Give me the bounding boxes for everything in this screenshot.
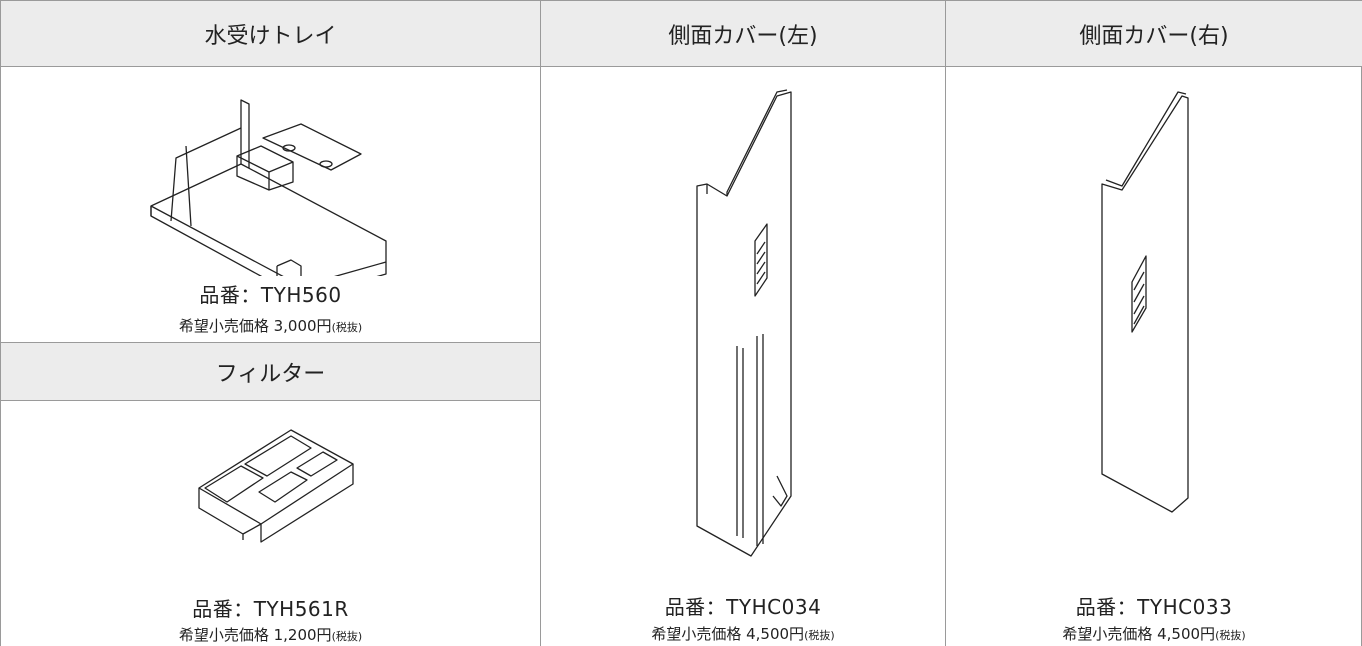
product-cell: 品番：TYHC034 希望小売価格 4,500円(税抜) xyxy=(540,66,945,646)
tax-note: (税抜) xyxy=(331,321,363,334)
part-number: 品番：TYH560 xyxy=(199,283,342,307)
header-text: フィルター xyxy=(215,361,326,387)
price: 希望小売価格 3,000円(税抜) xyxy=(1,315,540,336)
header-text: 側面カバー(右) xyxy=(1079,23,1229,49)
header-text: 水受けトレイ xyxy=(204,23,337,49)
product-cell: 品番：TYHC033 希望小売価格 4,500円(税抜) xyxy=(945,66,1362,646)
price-text: 希望小売価格 3,000円 xyxy=(178,317,332,335)
product-cell: 品番：TYH561R 希望小売価格 1,200円(税抜) xyxy=(0,400,540,646)
tax-note: (税抜) xyxy=(1215,629,1246,642)
price: 希望小売価格 4,500円(税抜) xyxy=(541,623,945,644)
price: 希望小売価格 1,200円(税抜) xyxy=(1,624,540,645)
product-cell: 品番：TYH560 希望小売価格 3,000円(税抜) xyxy=(0,66,540,342)
header-cell: 側面カバー(左) xyxy=(540,0,945,67)
header-cell: フィルター xyxy=(0,342,540,401)
tax-note: (税抜) xyxy=(331,630,363,643)
tray-illustration xyxy=(150,99,387,276)
cover-left-illustration xyxy=(696,89,792,557)
filter-illustration xyxy=(198,429,354,543)
tax-note: (税抜) xyxy=(804,629,835,642)
price-text: 希望小売価格 4,500円 xyxy=(1062,625,1216,643)
part-number: 品番：TYHC034 xyxy=(664,595,822,619)
header-cell: 側面カバー(右) xyxy=(945,0,1362,67)
header-cell: 水受けトレイ xyxy=(0,0,540,67)
part-number: 品番：TYH561R xyxy=(192,597,349,621)
price-text: 希望小売価格 1,200円 xyxy=(178,626,332,644)
cover-right-illustration xyxy=(1101,91,1189,513)
part-number: 品番：TYHC033 xyxy=(1075,595,1233,619)
header-text: 側面カバー(左) xyxy=(668,23,818,49)
price: 希望小売価格 4,500円(税抜) xyxy=(946,623,1362,644)
price-text: 希望小売価格 4,500円 xyxy=(651,625,805,643)
